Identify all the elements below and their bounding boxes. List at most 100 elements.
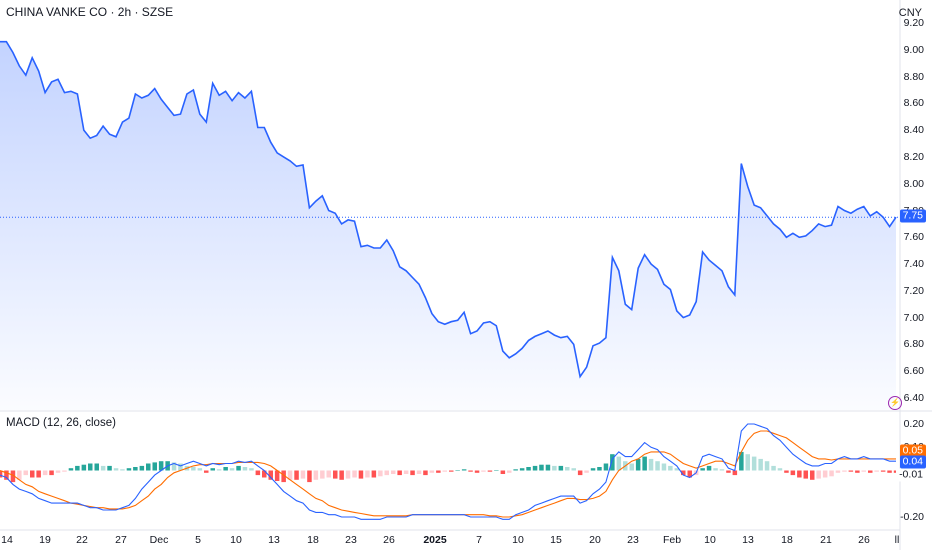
time-tick-label: 13 [268,534,280,546]
macd-histogram-bar [848,470,854,472]
macd-histogram-bar [307,470,312,483]
price-tick-label: 7.40 [903,258,924,271]
macd-histogram-bar [249,468,254,471]
macd-histogram-bar [751,456,757,471]
macd-histogram-bar [216,469,222,471]
macd-tick-label: 0.20 [903,418,924,430]
price-tick-label: 8.20 [903,150,924,163]
price-pane [0,40,900,410]
macd-histogram-bar [133,467,138,471]
price-tick-label: 8.60 [903,97,924,110]
macd-histogram-bar [874,470,879,472]
macd-line-badge: 0.04 [899,455,926,469]
price-area-fill [0,41,896,410]
macd-histogram-bar [223,467,228,471]
macd-histogram-bar [68,468,74,471]
price-tick-label: 8.80 [903,70,924,83]
currency-label[interactable]: CNY [898,7,922,19]
macd-histogram-bar [500,470,506,474]
macd-histogram-bar [719,469,725,471]
macd-histogram-bar [4,470,9,480]
price-tick-label: 7.00 [903,311,924,324]
macd-histogram-bar [391,470,396,474]
macd-histogram-bar [139,465,145,471]
tradingview-logo-icon[interactable]: ⚡ [888,396,902,410]
time-tick-label: 2025 [423,534,447,546]
time-tick-label: 14 [1,534,13,546]
time-tick-label: 23 [627,534,639,546]
macd-histogram-bar [855,470,860,473]
time-tick-label: 7 [476,534,482,546]
macd-histogram-bar [635,458,641,471]
macd-signal-line [0,430,896,518]
macd-histogram-bar [255,470,261,476]
macd-signal-badge: 0.05 [899,444,926,458]
price-tick-label: 7.60 [903,231,924,244]
macd-histogram-bar [616,456,622,471]
price-tick-label: 6.60 [903,365,924,378]
price-tick-label: 8.00 [903,177,924,190]
macd-pane [0,423,899,520]
macd-histogram-bar [481,470,486,472]
time-tick-label: 27 [115,534,127,546]
macd-histogram-bar [732,470,738,476]
macd-histogram-bar [771,465,776,471]
price-tick-label: 6.80 [903,338,924,351]
time-tick-label: 15 [550,534,562,546]
time-tick-label: ll [894,534,900,546]
macd-histogram-bar [784,470,789,473]
macd-histogram-badge: -0.01 [896,468,926,482]
time-tick-label: 10 [512,534,524,546]
macd-histogram-bar [597,467,602,471]
macd-histogram-bar [236,465,241,471]
macd-histogram-bar [333,470,338,479]
macd-histogram-bar [49,470,54,476]
macd-histogram-bar [126,468,132,471]
macd-histogram-bar [552,465,557,471]
macd-histogram-bar [507,470,512,473]
macd-histogram-bar [171,462,177,471]
macd-histogram-bar [36,470,41,478]
time-tick-label: 20 [589,534,601,546]
macd-histogram-bar [603,463,609,471]
macd-histogram-bar [526,467,531,471]
macd-histogram-bar [648,458,654,471]
macd-histogram-bar [339,470,344,480]
macd-line [0,423,896,520]
macd-histogram-bar [287,470,293,480]
macd-histogram-bar [706,465,712,471]
macd-histogram-bar [803,470,808,479]
macd-histogram-bar [365,470,370,478]
macd-histogram-bar [868,470,873,473]
macd-histogram-bar [30,470,35,478]
macd-histogram-bar [229,468,235,471]
macd-histogram-bar [262,470,267,478]
macd-histogram-bar [442,470,447,472]
macd-histogram-bar [816,470,821,479]
macd-histogram-bar [178,463,183,471]
macd-histogram-bar [281,470,286,483]
time-tick-label: 19 [39,534,51,546]
macd-histogram-bar [487,470,493,472]
macd-histogram-bar [75,465,80,471]
macd-histogram-bar [810,470,815,480]
macd-histogram-bar [320,470,325,479]
price-tick-label: 7.20 [903,284,924,297]
macd-histogram-bar [371,470,377,478]
macd-histogram-bar [352,470,357,478]
macd-histogram-bar [797,470,802,478]
macd-histogram-bar [880,470,886,472]
macd-histogram-bar [120,469,125,471]
macd-histogram-bar [242,467,248,471]
price-tick-label: 9.00 [903,43,924,56]
time-tick-label: 18 [781,534,793,546]
macd-histogram-bar [739,451,744,471]
macd-histogram-bar [713,468,718,471]
chart-title: CHINA VANKE CO · 2h · SZSE [6,5,174,19]
time-tick-label: 13 [742,534,754,546]
macd-histogram-bar [300,470,306,479]
macd-indicator-title[interactable]: MACD (12, 26, close) [6,417,116,429]
macd-histogram-bar [274,470,280,481]
macd-histogram-bar [539,464,544,471]
